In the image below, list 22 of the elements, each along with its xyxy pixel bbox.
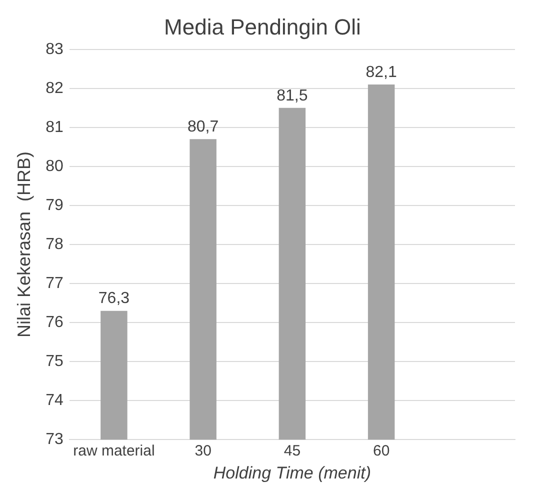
- y-tick-label: 77: [46, 274, 64, 292]
- y-axis-title: Nilai Kekerasan (HRB): [14, 151, 34, 338]
- x-axis-title: Holding Time (menit): [213, 464, 372, 483]
- y-tick-label: 82: [46, 80, 64, 97]
- data-label: 76,3: [98, 290, 130, 308]
- y-tick-label: 74: [46, 392, 64, 409]
- y-tick-label: 75: [46, 352, 64, 370]
- y-tick-label: 76: [46, 314, 64, 331]
- x-tick-label: raw material: [73, 442, 155, 460]
- y-tick-label: 80: [46, 158, 64, 175]
- y-tick-label: 81: [46, 118, 64, 136]
- data-label: 81,5: [276, 87, 308, 104]
- y-tick-label: 78: [46, 236, 64, 253]
- y-tick-label: 83: [46, 40, 64, 58]
- y-tick-label: 73: [46, 431, 64, 448]
- chart-title: Media Pendingin Oli: [164, 14, 361, 40]
- y-tick-label: 79: [46, 196, 64, 214]
- x-tick-label: 60: [372, 442, 390, 460]
- data-label: 80,7: [188, 118, 219, 136]
- x-tick-label: 45: [284, 442, 301, 460]
- x-tick-label: 30: [194, 442, 212, 460]
- data-label: 82,1: [366, 64, 397, 81]
